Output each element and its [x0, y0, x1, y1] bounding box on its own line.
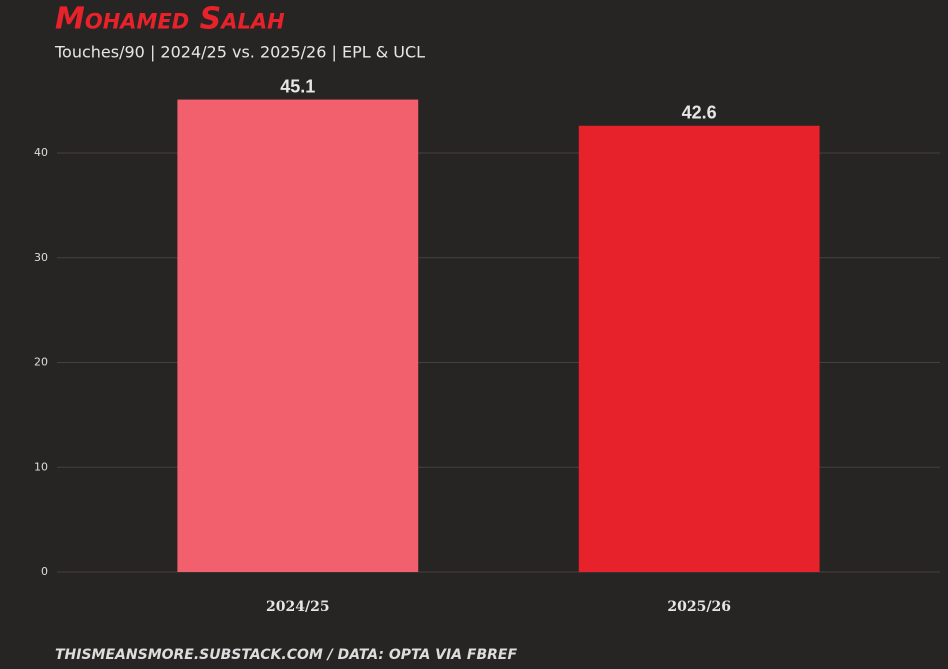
y-tick-label: 20	[34, 356, 48, 369]
value-label: 42.6	[682, 103, 717, 123]
y-tick-label: 10	[34, 460, 48, 473]
value-label: 45.1	[280, 76, 315, 96]
y-tick-label: 40	[34, 146, 48, 159]
bar	[578, 125, 820, 572]
y-tick-label: 30	[34, 251, 48, 264]
x-tick-label: 2025/26	[667, 599, 731, 615]
x-tick-label: 2024/25	[266, 599, 330, 615]
caption: thismeansmore.substack.com / Data: Opta …	[55, 647, 517, 663]
chart-subtitle: Touches/90 | 2024/25 vs. 2025/26 | EPL &…	[54, 43, 425, 62]
y-tick-label: 0	[41, 565, 48, 578]
chart-title: Mohamed Salah	[55, 2, 285, 37]
bar	[177, 99, 419, 572]
